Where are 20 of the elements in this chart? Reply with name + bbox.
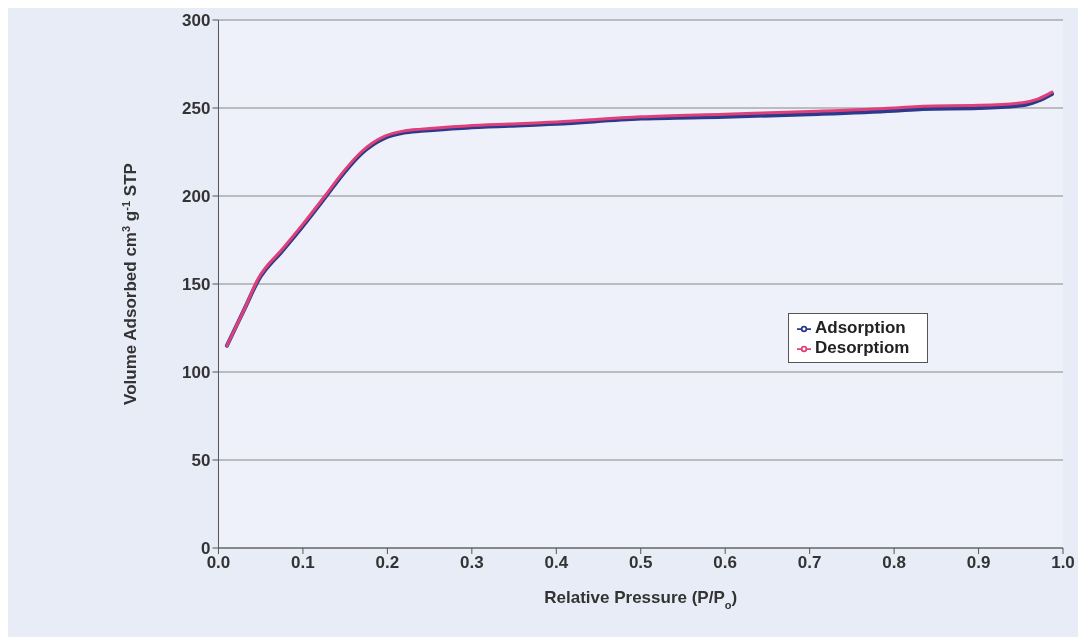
- y-tick-label: 100: [182, 363, 211, 383]
- x-tick-label: 0.1: [291, 553, 315, 573]
- x-tick-label: 0.4: [544, 553, 569, 573]
- y-tick-label: 250: [182, 99, 211, 119]
- x-tick-label: 1.0: [1051, 553, 1075, 573]
- legend-label: Adsorption: [815, 318, 906, 337]
- y-tick-label: 200: [182, 187, 211, 207]
- x-tick-label: 0.0: [206, 553, 231, 573]
- y-tick-label: 300: [182, 11, 211, 31]
- y-tick-label: 50: [191, 451, 211, 471]
- x-tick-label: 0.3: [460, 553, 484, 573]
- x-tick-label: 0.2: [375, 553, 400, 573]
- x-tick-label: 0.8: [882, 553, 906, 573]
- x-tick-label: 0.5: [628, 553, 653, 573]
- x-tick-label: 0.9: [966, 553, 991, 573]
- x-tick-label: 0.7: [797, 553, 822, 573]
- x-tick-label: 0.6: [713, 553, 738, 573]
- y-tick-label: 150: [182, 275, 211, 295]
- legend-label: Desorptiom: [815, 338, 910, 357]
- x-axis-title: Relative Pressure (P/P$_{o}$): [544, 588, 738, 611]
